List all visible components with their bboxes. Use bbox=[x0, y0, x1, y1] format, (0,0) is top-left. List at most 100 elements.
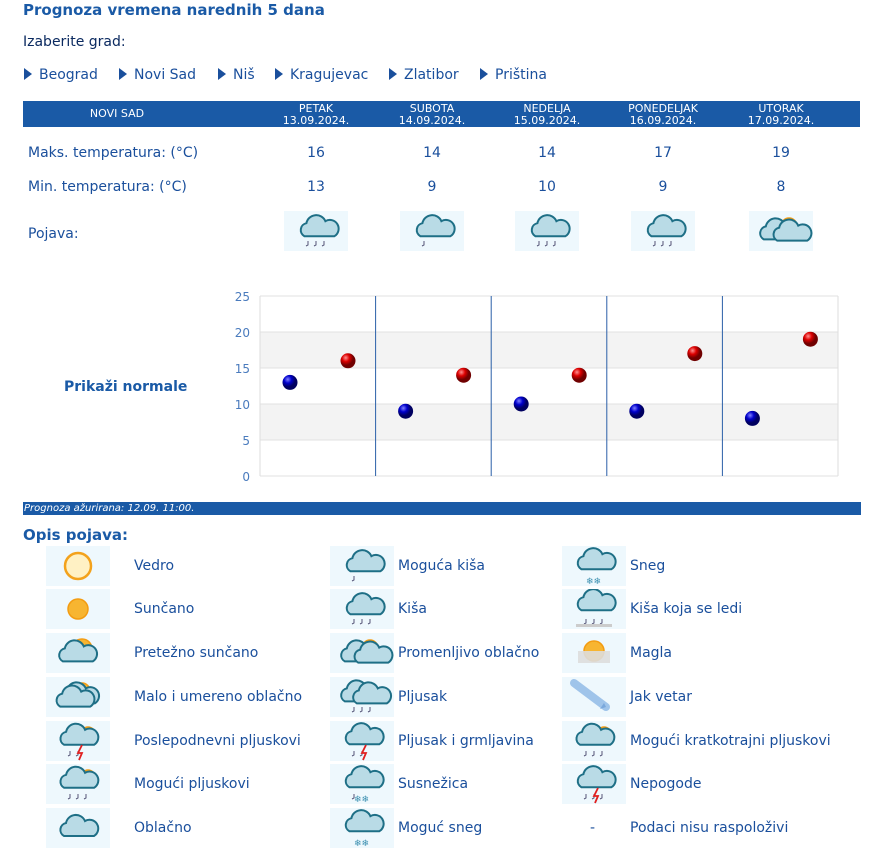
grid-band bbox=[260, 332, 838, 368]
city-link[interactable]: Niš bbox=[218, 67, 255, 83]
min-temp-point bbox=[513, 396, 529, 412]
shower-icon bbox=[330, 677, 394, 717]
sunny-icon bbox=[46, 589, 110, 629]
rain-icon bbox=[631, 211, 695, 251]
legend-label: Pretežno sunčano bbox=[134, 645, 259, 661]
day-name: SUBOTA bbox=[409, 102, 455, 115]
day-header: SUBOTA 14.09.2024. bbox=[374, 103, 490, 127]
max-temp: 14 bbox=[538, 145, 556, 161]
min-temp: 13 bbox=[307, 179, 325, 195]
min-temp: 9 bbox=[658, 179, 668, 195]
min-temp-point bbox=[744, 410, 760, 426]
min-temp-point bbox=[282, 374, 298, 390]
short-showers-icon bbox=[562, 721, 626, 761]
legend-label: Mogući pljuskovi bbox=[134, 776, 250, 792]
max-temp: 17 bbox=[654, 145, 672, 161]
city-link[interactable]: Priština bbox=[480, 67, 547, 83]
phenomenon-label: Pojava: bbox=[28, 226, 79, 242]
legend-label: Pljusak bbox=[398, 689, 448, 705]
possible-showers-icon bbox=[46, 764, 110, 804]
city-label: Kragujevac bbox=[290, 67, 369, 83]
clear-icon bbox=[46, 546, 110, 586]
arrow-right-icon bbox=[119, 68, 127, 80]
min-temp-label: Min. temperatura: (°C) bbox=[28, 179, 187, 195]
temperature-chart: 0 5 10 15 20 25 bbox=[235, 290, 839, 484]
mostly-sunny-icon bbox=[46, 633, 110, 673]
forecast-updated: Prognoza ažurirana: 12.09. 11:00. bbox=[23, 502, 861, 515]
arrow-right-icon bbox=[275, 68, 283, 80]
legend-label: Susnežica bbox=[398, 776, 469, 792]
rain-icon bbox=[515, 211, 579, 251]
max-temp: 19 bbox=[772, 145, 790, 161]
legend-label: Sunčano bbox=[134, 601, 195, 617]
city-label: Priština bbox=[495, 67, 547, 83]
afternoon-showers-icon bbox=[46, 721, 110, 761]
legend-label: Nepogode bbox=[630, 776, 702, 792]
min-temp: 9 bbox=[427, 179, 437, 195]
legend-label: Promenljivo oblačno bbox=[398, 645, 540, 661]
snow-icon: ❄❄ bbox=[562, 546, 626, 587]
freezing-rain-icon bbox=[562, 588, 626, 629]
legend-label: Oblačno bbox=[134, 820, 192, 836]
city-link[interactable]: Kragujevac bbox=[275, 67, 368, 83]
max-temp-point bbox=[340, 353, 356, 369]
legend-label: Pljusak i grmljavina bbox=[398, 733, 534, 749]
city-label: Novi Sad bbox=[134, 67, 197, 83]
max-temp-point bbox=[802, 331, 818, 347]
day-name: NEDELJA bbox=[523, 102, 571, 115]
y-tick-label: 20 bbox=[235, 326, 250, 340]
y-tick-label: 5 bbox=[242, 434, 250, 448]
day-name: PONEDELJAK bbox=[628, 102, 698, 115]
day-date: 16.09.2024. bbox=[629, 114, 697, 127]
city-link[interactable]: Zlatibor bbox=[389, 67, 459, 83]
rain-icon bbox=[330, 589, 394, 629]
choose-city-label: Izaberite grad: bbox=[23, 34, 126, 50]
max-temp-label: Maks. temperatura: (°C) bbox=[28, 145, 199, 161]
y-tick-label: 10 bbox=[235, 398, 250, 412]
min-temp-point bbox=[629, 403, 645, 419]
min-temp-point bbox=[398, 403, 414, 419]
arrow-right-icon bbox=[480, 68, 488, 80]
max-temp-point bbox=[687, 346, 703, 362]
legend-label: Vedro bbox=[134, 558, 175, 574]
legend-label: Jak vetar bbox=[630, 689, 692, 705]
max-temp: 14 bbox=[423, 145, 441, 161]
day-name: PETAK bbox=[298, 102, 334, 115]
max-temp: 16 bbox=[307, 145, 325, 161]
min-temp: 10 bbox=[538, 179, 556, 195]
legend-label: Kiša bbox=[398, 601, 427, 617]
day-date: 14.09.2024. bbox=[398, 114, 466, 127]
page-title: Prognoza vremena narednih 5 dana bbox=[23, 1, 325, 19]
legend-label: Magla bbox=[630, 645, 673, 661]
city-label: Zlatibor bbox=[404, 67, 459, 83]
arrow-right-icon bbox=[389, 68, 397, 80]
city-label: Niš bbox=[233, 67, 255, 83]
city-link[interactable]: Novi Sad bbox=[119, 67, 196, 83]
day-header: UTORAK 17.09.2024. bbox=[723, 103, 839, 127]
legend-label: Malo i umereno oblačno bbox=[134, 689, 303, 705]
wind-icon bbox=[562, 677, 626, 717]
forecast-header: NOVI SAD PETAK 13.09.2024. SUBOTA 14.09.202… bbox=[23, 101, 860, 127]
thunder-icon bbox=[330, 721, 394, 761]
y-tick-label: 25 bbox=[235, 290, 250, 304]
legend-label: Mogući kratkotrajni pljuskovi bbox=[630, 733, 831, 749]
no-data-symbol: - bbox=[590, 820, 596, 836]
grid-band bbox=[260, 404, 838, 440]
city-name: NOVI SAD bbox=[89, 107, 145, 120]
city-link[interactable]: Beograd bbox=[24, 67, 98, 83]
y-tick-label: 15 bbox=[235, 362, 250, 376]
possible-snow-icon: ❄❄ bbox=[330, 808, 394, 849]
day-header: PONEDELJAK 16.09.2024. bbox=[605, 103, 721, 127]
max-temp-point bbox=[456, 367, 472, 383]
light-cloudy-icon bbox=[46, 677, 110, 717]
partly-cloudy-icon bbox=[749, 211, 813, 251]
partly-cloudy-icon bbox=[330, 633, 394, 673]
legend-label: Moguć sneg bbox=[398, 820, 483, 836]
show-normals-link[interactable]: Prikaži normale bbox=[64, 379, 188, 395]
legend-label: Poslepodnevni pljuskovi bbox=[134, 733, 301, 749]
max-temp-point bbox=[571, 367, 587, 383]
possible-rain-icon bbox=[330, 546, 394, 586]
legend-title: Opis pojava: bbox=[23, 526, 128, 544]
cloudy-icon bbox=[46, 808, 110, 848]
legend-label: Moguća kiša bbox=[398, 558, 486, 574]
